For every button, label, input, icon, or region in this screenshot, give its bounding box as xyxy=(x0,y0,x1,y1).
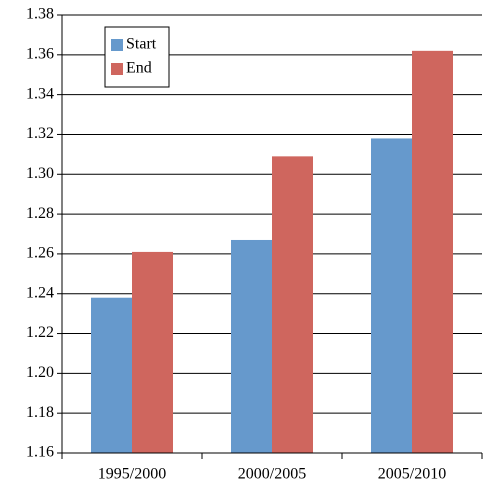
y-tick-label: 1.26 xyxy=(26,245,54,262)
bar xyxy=(272,156,313,453)
legend-label: Start xyxy=(126,36,157,53)
bar xyxy=(231,239,272,453)
y-tick-label: 1.36 xyxy=(26,45,54,62)
x-tick-label: 2000/2005 xyxy=(238,466,306,483)
legend-label: End xyxy=(126,60,152,77)
bar xyxy=(371,138,412,453)
y-tick-label: 1.28 xyxy=(26,205,54,222)
y-tick-label: 1.24 xyxy=(26,284,54,301)
y-tick-label: 1.22 xyxy=(26,324,54,341)
x-tick-label: 1995/2000 xyxy=(98,466,166,483)
legend-box xyxy=(104,26,170,88)
bar xyxy=(91,297,132,453)
y-tick-label: 1.38 xyxy=(26,6,54,23)
y-tick-label: 1.30 xyxy=(26,165,54,182)
x-tick-label: 2005/2010 xyxy=(378,466,446,483)
y-tick-label: 1.20 xyxy=(26,364,54,381)
bar xyxy=(412,50,453,453)
bar xyxy=(132,251,173,453)
y-tick-label: 1.18 xyxy=(26,404,54,421)
y-tick-label: 1.32 xyxy=(26,125,54,142)
y-tick-label: 1.34 xyxy=(26,85,54,102)
legend-swatch xyxy=(111,63,123,75)
y-tick-label: 1.16 xyxy=(26,444,54,461)
legend-swatch xyxy=(111,39,123,51)
